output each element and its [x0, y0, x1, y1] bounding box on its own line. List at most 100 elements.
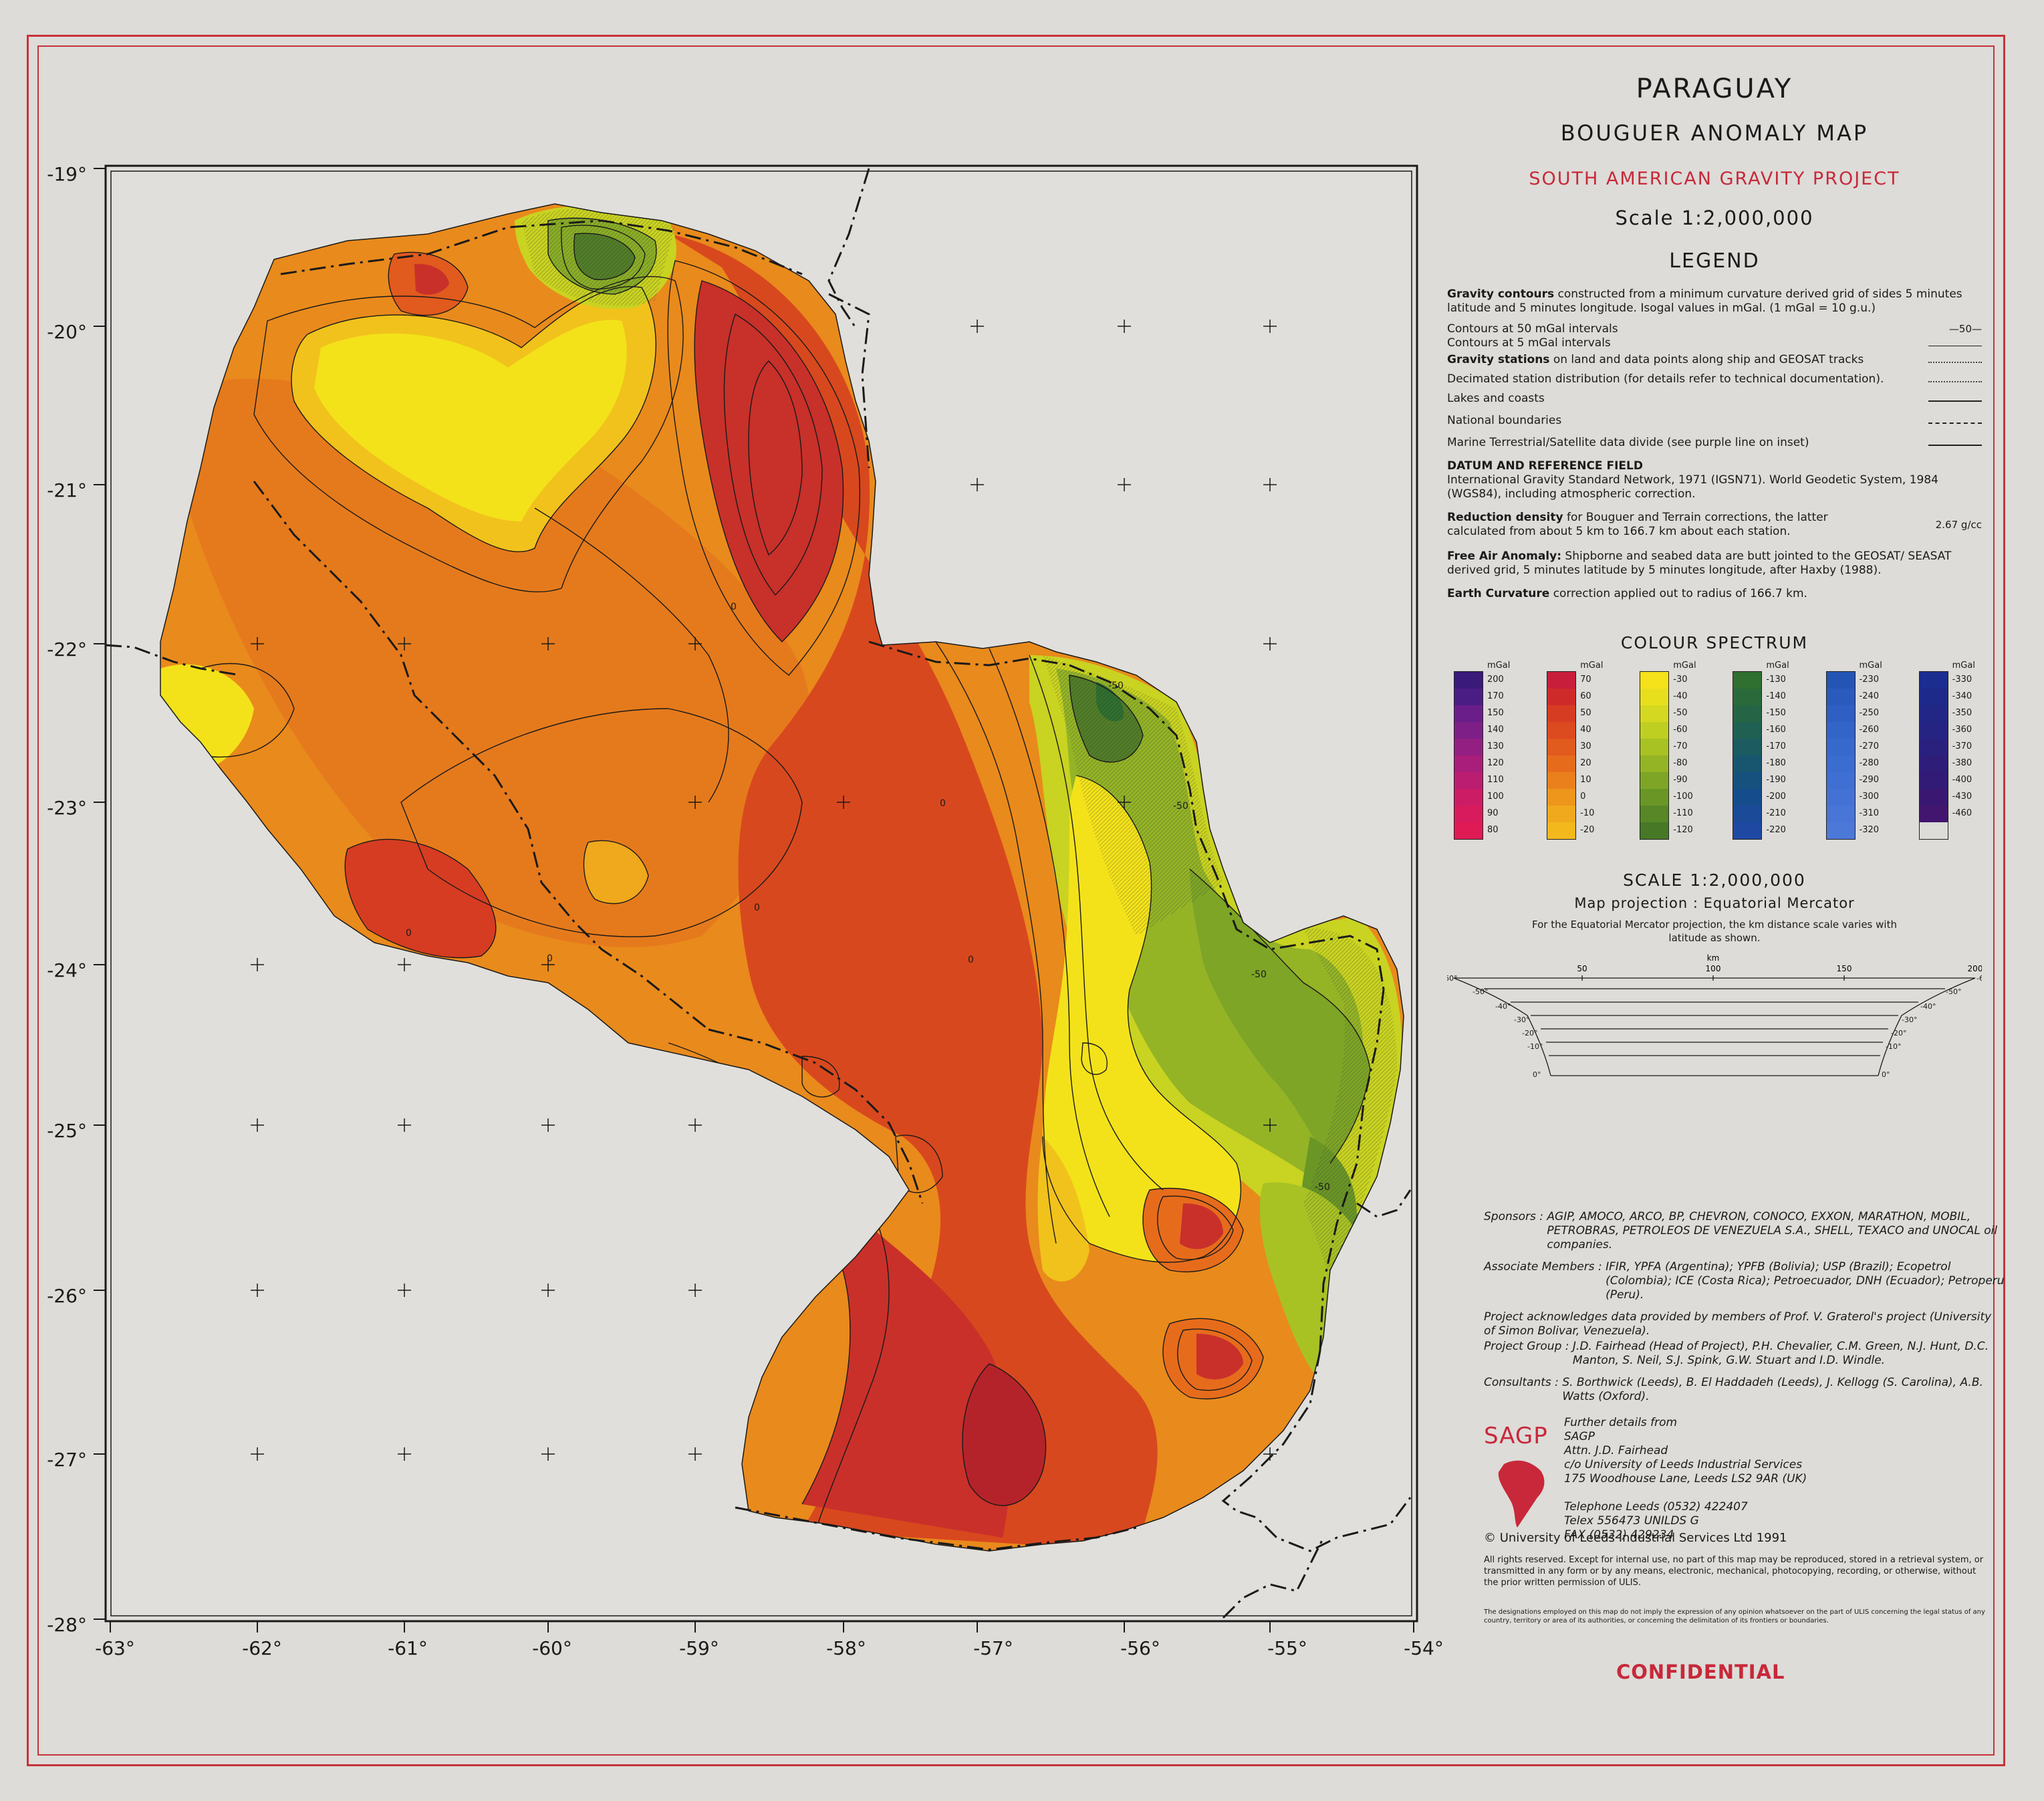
spectrum-value: 100 — [1487, 792, 1504, 802]
spectrum-group: mGal -130 -140 -150 -160 -170 -180 -190 -200 -210… — [1733, 661, 1789, 840]
spectrum-swatch — [1640, 755, 1669, 772]
spectrum-value: -200 — [1766, 792, 1786, 802]
sponsors: Sponsors : AGIP, AMOCO, ARCO, BP, CHEVRO… — [1484, 1210, 1998, 1251]
spectrum-value: -270 — [1859, 741, 1880, 751]
spectrum-swatch — [1826, 772, 1855, 789]
spectrum-value: 200 — [1487, 675, 1504, 685]
spectrum-value: -120 — [1673, 825, 1693, 835]
scale-lat-label: -40° — [1495, 1002, 1511, 1011]
spectrum-bar — [1454, 671, 1483, 840]
scale-lat-label: -10° — [1886, 1042, 1901, 1051]
contour-lines — [200, 217, 1371, 1532]
project-title: SOUTH AMERICAN GRAVITY PROJECT — [1529, 168, 1900, 189]
spectrum-bar — [1918, 671, 1948, 840]
spectrum-swatch — [1547, 722, 1576, 739]
projection-note: For the Equatorial Mercator projection, … — [1532, 919, 1897, 944]
contact-line: SAGP — [1564, 1430, 1595, 1443]
paraguay-outline — [160, 203, 1404, 1552]
spectrum-swatch — [1733, 689, 1762, 705]
lat-label: -19° — [47, 163, 87, 185]
spectrum-swatch — [1919, 789, 1948, 806]
scale-lat-label: -40° — [1920, 1002, 1936, 1011]
spectrum-swatch — [1919, 672, 1948, 689]
contour-value-labels: 0 0 0 0 0 0 -50 -50 -50 -50 — [406, 602, 1330, 1193]
spectrum-swatch — [1454, 806, 1483, 822]
scale-tick-label: 100 — [1706, 964, 1721, 973]
legend-contours-50: Contours at 50 mGal intervals —50— — [1447, 322, 1982, 336]
spectrum-swatch — [1919, 722, 1948, 739]
contour-label: -50 — [1173, 801, 1188, 812]
spectrum-swatch — [1640, 739, 1669, 755]
lon-label: -56° — [1120, 1637, 1160, 1659]
spectrum-value: -20 — [1580, 825, 1595, 835]
spectrum-swatch — [1826, 739, 1855, 755]
scale-lat-label: -30° — [1902, 1015, 1917, 1024]
spectrum-swatch — [1454, 755, 1483, 772]
legend-freeair: Free Air Anomaly: Shipborne and seabed d… — [1447, 550, 1952, 577]
datum-text: International Gravity Standard Network, … — [1447, 473, 1939, 501]
lon-label: -57° — [973, 1637, 1013, 1659]
spectrum-labels: mGal -130 -140 -150 -160 -170 -180 -190 -200 -210… — [1766, 661, 1789, 840]
spectrum-swatch — [1826, 822, 1855, 839]
spectrum-unit: mGal — [1487, 661, 1511, 671]
legend-body: Gravity contours constructed from a mini… — [1447, 287, 1982, 601]
spectrum-swatch — [1733, 789, 1762, 806]
lon-label: -59° — [679, 1637, 719, 1659]
spectrum-swatch — [1733, 755, 1762, 772]
scale-unit: km — [1707, 953, 1720, 963]
spectrum-unit: mGal — [1859, 661, 1882, 671]
spectrum-group: mGal -230 -240 -250 -260 -270 -280 -290 -300 -310… — [1825, 661, 1882, 840]
spectrum-value: -350 — [1952, 708, 1972, 718]
legend-stations: Gravity stations on land and data points… — [1447, 353, 1982, 367]
lon-label: -62° — [242, 1637, 282, 1659]
spectrum-swatch — [1919, 772, 1948, 789]
spectrum-value: 150 — [1487, 708, 1504, 718]
spectrum-unit: mGal — [1952, 661, 1975, 671]
legend-curvature: Earth Curvature correction applied out t… — [1447, 587, 1807, 600]
spectrum-value: -140 — [1766, 691, 1786, 701]
spectrum-swatch — [1919, 806, 1948, 822]
spectrum-value: -380 — [1952, 758, 1972, 768]
spectrum-value: -70 — [1673, 741, 1688, 751]
spectrum-value: -290 — [1859, 775, 1880, 785]
spectrum-value: -80 — [1673, 758, 1688, 768]
spectrum-swatch — [1547, 739, 1576, 755]
confidential-stamp: CONFIDENTIAL — [1616, 1661, 1785, 1683]
scale-tick-label: 150 — [1837, 964, 1852, 973]
legend-gravity-contours: Gravity contours constructed from a mini… — [1447, 287, 1962, 315]
spectrum-swatch — [1919, 739, 1948, 755]
consultants: Consultants : S. Borthwick (Leeds), B. E… — [1484, 1376, 1983, 1403]
lon-label: -60° — [532, 1637, 572, 1659]
spectrum-value: -250 — [1859, 708, 1880, 718]
map-frame-inner — [110, 170, 1412, 1616]
lon-label: -55° — [1267, 1637, 1307, 1659]
scale-lat-label: -50° — [1473, 987, 1488, 996]
spectrum-value: 80 — [1487, 825, 1499, 835]
lon-label: -58° — [826, 1637, 866, 1659]
spectrum-value: -460 — [1952, 808, 1972, 818]
contact-line: FAX (0532) 429234 — [1564, 1528, 1674, 1542]
spectrum-bar — [1733, 671, 1763, 840]
spectrum-swatch — [1733, 672, 1762, 689]
contour-label: 0 — [547, 953, 553, 964]
spectrum-swatch — [1826, 705, 1855, 722]
spectrum-swatch — [1547, 789, 1576, 806]
scale-lat-label: -50° — [1946, 987, 1961, 996]
scale-lat-label: -30° — [1514, 1015, 1529, 1024]
contour-label: -50 — [1251, 969, 1267, 980]
datum-heading: DATUM AND REFERENCE FIELD — [1447, 459, 1643, 473]
spectrum-value: 0 — [1580, 792, 1586, 802]
spectrum-swatch — [1826, 806, 1855, 822]
spectrum-swatch — [1640, 689, 1669, 705]
axis-ticks — [94, 168, 1414, 1633]
spectrum-swatch — [1640, 705, 1669, 722]
spectrum-value: 50 — [1580, 708, 1591, 718]
spectrum-swatch — [1454, 822, 1483, 839]
lon-label: -54° — [1404, 1637, 1444, 1659]
graticule-crosses — [251, 320, 1277, 1461]
spectrum-value: -190 — [1766, 775, 1786, 785]
national-boundaries — [105, 168, 1412, 1619]
spectrum-swatch — [1640, 722, 1669, 739]
spectrum-swatch — [1547, 755, 1576, 772]
